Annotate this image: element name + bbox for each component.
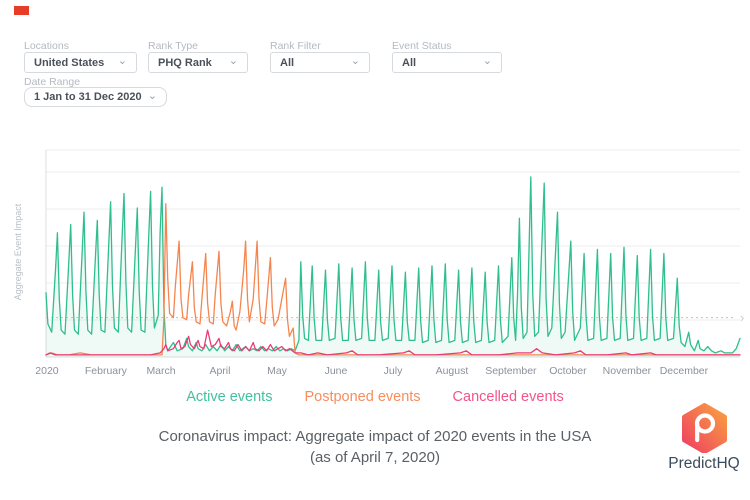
x-tick-label: December xyxy=(660,365,709,377)
x-tick-label: February xyxy=(85,365,128,377)
rank-type-dropdown[interactable]: PHQ Rank ⌄ xyxy=(148,52,248,73)
predicthq-wordmark: PredictHQ xyxy=(668,455,740,472)
chart-title: Coronavirus impact: Aggregate impact of … xyxy=(158,428,592,445)
x-tick-label: June xyxy=(325,365,348,377)
chevron-down-icon: ⌄ xyxy=(117,55,127,67)
locations-value: United States xyxy=(34,56,105,69)
rank-filter-dropdown[interactable]: All ⌄ xyxy=(270,52,370,73)
red-marker xyxy=(14,6,29,15)
rank-filter-label: Rank Filter xyxy=(270,40,321,52)
y-axis-label: Aggregate Event Impact xyxy=(13,203,23,301)
cancelled-events-line xyxy=(45,329,741,356)
x-tick-label: September xyxy=(485,365,537,377)
legend-item-cancelled-events[interactable]: Cancelled events xyxy=(452,389,564,405)
x-tick-label: October xyxy=(549,365,587,377)
locations-label: Locations xyxy=(24,40,69,52)
chart-caption: Coronavirus impact: Aggregate impact of … xyxy=(0,426,750,468)
x-tick-label: May xyxy=(267,365,288,377)
chevron-down-icon: ⌄ xyxy=(482,55,492,67)
x-tick-label: 2020 xyxy=(35,365,59,377)
rank-filter-value: All xyxy=(280,56,295,69)
x-tick-label: July xyxy=(384,365,403,377)
x-tick-label: March xyxy=(146,365,175,377)
active-events-line xyxy=(45,176,741,354)
predicthq-logo-icon xyxy=(681,403,727,453)
chart-pan-icon[interactable]: › xyxy=(740,310,744,325)
date-range-dropdown[interactable]: 1 Jan to 31 Dec 2020 ⌄ xyxy=(24,87,167,107)
legend-item-postponed-events[interactable]: Postponed events xyxy=(304,389,421,405)
date-range-label: Date Range xyxy=(24,76,81,88)
chevron-down-icon: ⌄ xyxy=(228,55,238,67)
rank-type-value: PHQ Rank xyxy=(158,56,212,69)
x-tick-label: November xyxy=(603,365,652,377)
chevron-down-icon: ⌄ xyxy=(350,55,360,67)
chart-legend: Active events Postponed events Cancelled e… xyxy=(0,389,750,405)
chart-subtitle: (as of April 7, 2020) xyxy=(309,449,441,466)
event-status-value: All xyxy=(402,56,417,69)
chevron-down-icon: ⌄ xyxy=(147,90,157,102)
event-status-label: Event Status xyxy=(392,40,452,52)
event-status-dropdown[interactable]: All ⌄ xyxy=(392,52,502,73)
x-tick-label: August xyxy=(436,365,469,377)
rank-type-label: Rank Type xyxy=(148,40,199,52)
date-range-value: 1 Jan to 31 Dec 2020 xyxy=(34,91,142,103)
locations-dropdown[interactable]: United States ⌄ xyxy=(24,52,137,73)
legend-item-active-events[interactable]: Active events xyxy=(186,389,273,405)
x-tick-label: April xyxy=(209,365,230,377)
predicthq-branding: PredictHQ xyxy=(662,403,746,473)
